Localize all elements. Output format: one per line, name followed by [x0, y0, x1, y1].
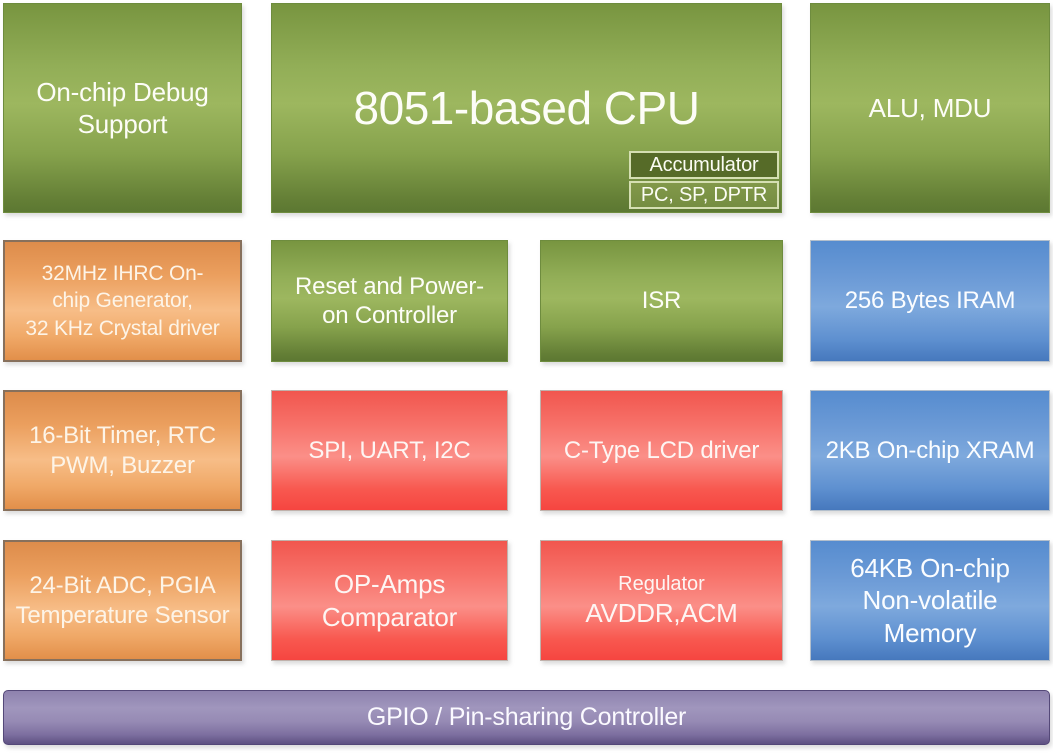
block-timer-rtc-pwm-buzzer: 16-Bit Timer, RTC PWM, Buzzer — [3, 390, 242, 511]
spi-uart-i2c-label: SPI, UART, I2C — [308, 436, 471, 464]
reset-power-controller-label: Reset and Power- on Controller — [295, 272, 484, 329]
op-amps-comparator-label: OP-Amps Comparator — [321, 569, 458, 632]
on-chip-debug-support-label: On-chip Debug Support — [36, 76, 209, 140]
block-clock-generator: 32MHz IHRC On- chip Generator, 32 KHz Cr… — [3, 240, 242, 362]
regulator-label-group: Regulator AVDDR,ACM — [585, 571, 737, 629]
block-regulator: Regulator AVDDR,ACM — [540, 540, 783, 661]
block-gpio-pin-sharing-controller: GPIO / Pin-sharing Controller — [3, 690, 1050, 745]
block-isr: ISR — [540, 240, 783, 362]
block-alu-mdu: ALU, MDU — [810, 3, 1050, 213]
block-lcd-driver: C-Type LCD driver — [540, 390, 783, 511]
accumulator-label: Accumulator — [649, 153, 759, 176]
gpio-pin-sharing-controller-label: GPIO / Pin-sharing Controller — [366, 703, 687, 731]
cpu-title: 8051-based CPU — [353, 82, 700, 134]
iram-label: 256 Bytes IRAM — [844, 287, 1016, 315]
block-reset-power-controller: Reset and Power- on Controller — [271, 240, 508, 362]
lcd-driver-label: C-Type LCD driver — [563, 436, 760, 464]
block-accumulator: Accumulator — [629, 151, 779, 179]
block-iram: 256 Bytes IRAM — [810, 240, 1050, 362]
block-adc-pgia-temp-sensor: 24-Bit ADC, PGIA Temperature Sensor — [3, 540, 242, 661]
timer-rtc-pwm-buzzer-label: 16-Bit Timer, RTC PWM, Buzzer — [29, 422, 216, 479]
block-pc-sp-dptr: PC, SP, DPTR — [629, 181, 779, 209]
pc-sp-dptr-label: PC, SP, DPTR — [640, 183, 768, 206]
regulator-avddr-acm-label: AVDDR,ACM — [585, 598, 738, 629]
alu-mdu-label: ALU, MDU — [868, 92, 992, 123]
block-on-chip-debug-support: On-chip Debug Support — [3, 3, 242, 213]
block-spi-uart-i2c: SPI, UART, I2C — [271, 390, 508, 511]
block-cpu: 8051-based CPU Accumulator PC, SP, DPTR — [271, 3, 782, 213]
nvm-label: 64KB On-chip Non-volatile Memory — [850, 552, 1010, 648]
clock-generator-label: 32MHz IHRC On- chip Generator, 32 KHz Cr… — [25, 262, 220, 340]
xram-label: 2KB On-chip XRAM — [825, 436, 1035, 464]
block-op-amps-comparator: OP-Amps Comparator — [271, 540, 508, 661]
isr-label: ISR — [641, 287, 682, 315]
adc-pgia-temp-sensor-label: 24-Bit ADC, PGIA Temperature Sensor — [15, 572, 230, 629]
block-xram: 2KB On-chip XRAM — [810, 390, 1050, 511]
block-nvm: 64KB On-chip Non-volatile Memory — [810, 540, 1050, 661]
regulator-label: Regulator — [618, 573, 705, 596]
